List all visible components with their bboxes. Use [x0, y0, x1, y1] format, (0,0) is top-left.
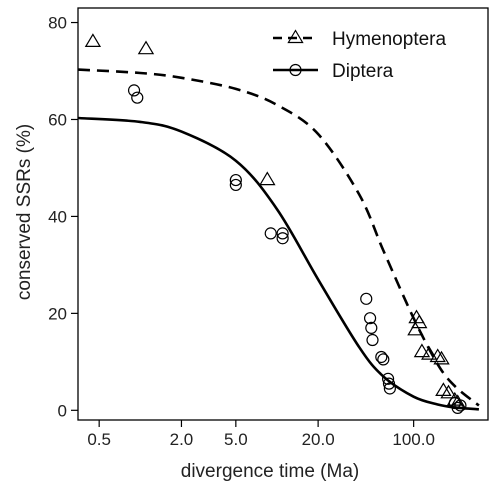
data-point-hymenoptera: [421, 345, 438, 360]
fit-curve-diptera: [77, 116, 479, 411]
data-point-hymenoptera: [440, 384, 457, 399]
legend-marker: [287, 29, 304, 44]
data-point-layer: [84, 33, 467, 414]
data-point-diptera: [127, 84, 141, 97]
data-point-diptera: [383, 382, 396, 395]
data-point-hymenoptera: [84, 33, 102, 48]
legend: Hymenoptera Diptera: [273, 29, 446, 82]
fit-curve-hymenoptera: [77, 68, 480, 407]
data-point-hymenoptera: [429, 348, 446, 363]
y-tick-label: 60: [48, 110, 67, 129]
y-tick-label: 80: [48, 14, 67, 33]
x-tick-label: 20.0: [302, 430, 335, 449]
data-point-hymenoptera: [259, 171, 276, 186]
legend-label: Hymenoptera: [332, 29, 446, 50]
x-tick-label: 2.0: [170, 430, 194, 449]
data-point-diptera: [451, 401, 464, 414]
x-tick-label: 100.0: [392, 430, 435, 449]
data-point-diptera: [382, 377, 396, 390]
legend-label: Diptera: [332, 61, 394, 82]
data-point-diptera: [365, 321, 378, 335]
data-point-diptera: [229, 173, 242, 187]
data-point-diptera: [276, 232, 289, 245]
data-point-diptera: [131, 91, 144, 104]
y-tick-label: 20: [48, 304, 67, 323]
data-point-diptera: [377, 353, 390, 366]
data-point-diptera: [366, 333, 379, 347]
y-tick-label: 40: [48, 207, 67, 226]
fit-curve-layer: [77, 68, 480, 411]
data-point-diptera: [264, 227, 277, 240]
y-tick-label: 0: [58, 401, 67, 420]
tick-layer: 0.5 2.0 5.0 20.0 100.0 0 20 40 60 80: [48, 14, 435, 449]
x-axis-title: divergence time (Ma): [181, 461, 359, 482]
data-point-diptera: [375, 350, 388, 364]
legend-marker: [289, 63, 302, 77]
data-point-diptera: [454, 399, 467, 412]
data-point-hymenoptera: [411, 314, 428, 329]
data-point-hymenoptera: [433, 350, 450, 365]
data-point-diptera: [360, 292, 373, 305]
plot-frame: [77, 7, 489, 421]
y-axis-title: conserved SSRs (%): [14, 124, 35, 300]
data-point-diptera: [276, 227, 289, 240]
data-point-hymenoptera: [407, 321, 424, 336]
x-tick-label: 5.0: [224, 430, 248, 449]
data-point-hymenoptera: [413, 343, 431, 358]
data-point-diptera: [363, 312, 377, 325]
data-point-diptera: [381, 372, 395, 385]
data-point-hymenoptera: [137, 40, 155, 55]
data-point-diptera: [229, 178, 242, 192]
x-tick-label: 0.5: [87, 430, 111, 449]
